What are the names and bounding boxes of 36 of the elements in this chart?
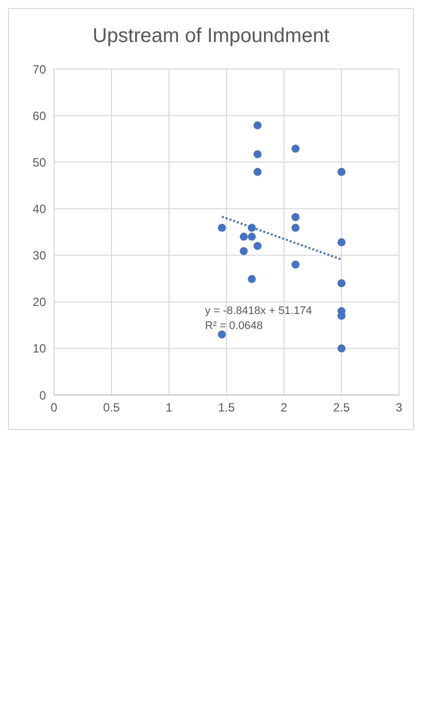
x-tick-label: 1	[166, 400, 173, 415]
point	[338, 344, 346, 352]
x-tick-label: 1.5	[218, 400, 236, 415]
y-tick-label: 60	[32, 108, 46, 123]
annotation: R² = 0.0648	[205, 320, 263, 332]
x-tick-label: 0	[50, 400, 58, 415]
point	[254, 168, 262, 176]
y-tick-label: 50	[32, 155, 46, 170]
point	[254, 121, 262, 130]
chart-title: Upstream of Impoundment	[92, 25, 330, 48]
point	[218, 330, 226, 338]
y-tick-label: 10	[32, 342, 46, 356]
x-tick-label: 3	[396, 400, 403, 415]
y-tick-label: 70	[32, 62, 46, 76]
x-tick-label: 2	[280, 400, 288, 415]
x-tick-label: 2.5	[333, 400, 350, 415]
point	[292, 224, 300, 232]
point	[292, 213, 300, 222]
point	[240, 247, 248, 256]
x-tick-label: 0.5	[103, 400, 120, 415]
point	[254, 150, 262, 158]
point	[292, 260, 300, 269]
point	[254, 242, 262, 250]
point	[338, 168, 346, 176]
point	[292, 144, 300, 153]
point	[218, 224, 226, 232]
y-tick-label: 30	[32, 248, 46, 263]
y-tick-label: 0	[39, 388, 46, 402]
point	[248, 232, 256, 241]
y-tick-label: 40	[32, 202, 46, 216]
point	[248, 275, 256, 284]
y-tick-label: 20	[32, 295, 46, 310]
point	[240, 232, 248, 241]
point	[338, 279, 346, 288]
annotation: y = -8.8418x + 51.174	[205, 305, 312, 317]
point	[338, 238, 346, 246]
